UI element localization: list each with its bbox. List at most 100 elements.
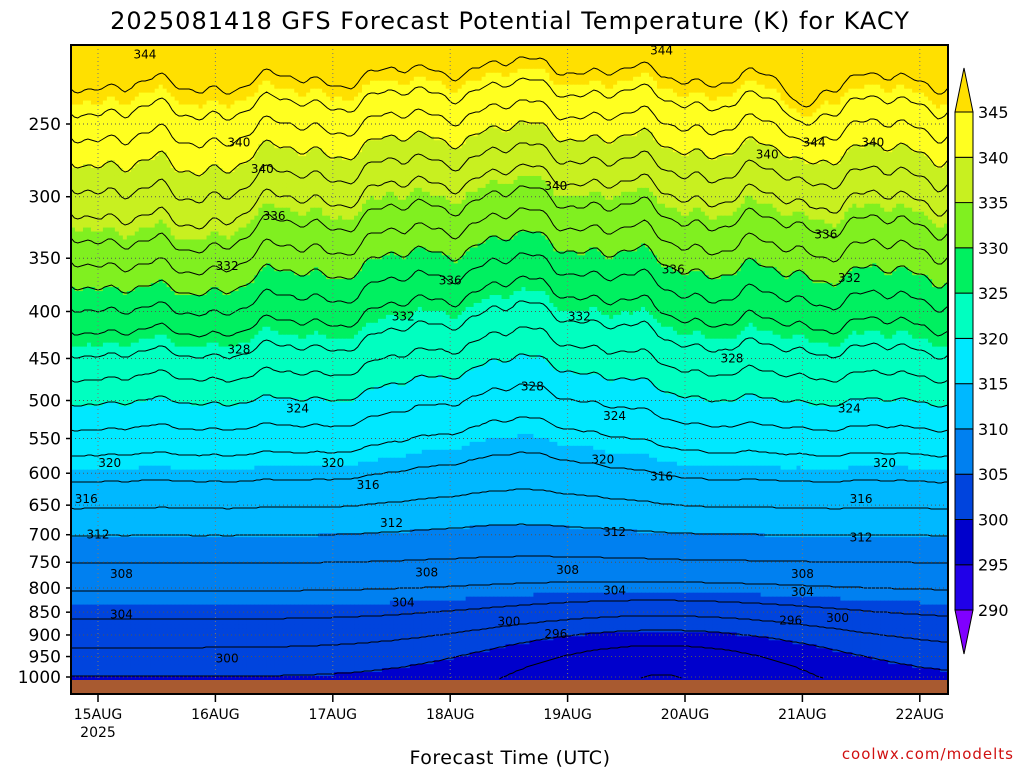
contour-label: 320 [873,456,896,470]
colorbar-extend-bottom [954,609,974,655]
colorbar-segment [954,473,974,521]
y-tick-label: 850 [29,603,61,623]
y-tick-label: 900 [29,626,61,646]
y-tick-label: 500 [29,392,61,412]
contour-label: 300 [826,611,849,625]
contour-label: 336 [439,273,462,287]
y-tick-label: 250 [29,115,61,135]
contour-label: 340 [227,136,250,150]
contour-label: 332 [392,309,415,323]
contour-label: 316 [75,492,98,506]
x-tick-label: 16AUG [191,707,240,723]
y-tick-label: 1000 [18,668,61,688]
contour-label: 312 [603,525,626,539]
contour-label: 340 [861,136,884,150]
x-tick-label: 19AUG [543,707,592,723]
colorbar-segment [954,247,974,294]
colorbar-segment [954,383,974,430]
contour-label: 312 [850,531,873,545]
contour-label: 304 [791,585,814,599]
colorbar: 290 295 300 305 310 315 320 325 330 335 340 345 [954,67,1009,655]
y-tick-label: 550 [29,430,61,450]
contour-label: 308 [415,566,438,580]
contour-label: 332 [216,259,239,273]
contour-label: 300 [216,652,239,666]
colorbar-segment [954,292,974,339]
colorbar-segment [954,156,974,204]
contour-label: 336 [263,209,286,223]
x-tick-label: 15AUG [74,707,123,723]
contour-label: 320 [321,456,344,470]
potential-temperature-field [71,45,948,680]
colorbar-label: 305 [978,465,1009,484]
contour-label: 336 [662,262,685,276]
x-axis-label: Forecast Time (UTC) [410,747,611,768]
y-tick-label: 800 [29,579,61,599]
colorbar-segment [954,564,974,611]
contour-label: 344 [803,136,826,150]
contour-label: 304 [392,596,415,610]
colorbar-label: 335 [978,194,1009,213]
y-tick-label: 700 [29,526,61,546]
x-tick-year: 2025 [80,725,116,741]
y-tick-label: 750 [29,553,61,573]
x-axis: 15AUG 16AUG 17AUG 18AUG 19AUG 20AUG 21AUG 22AUG [74,694,944,723]
contour-label: 344 [134,47,157,61]
contour-label: 308 [110,567,133,581]
contour-label: 328 [721,351,744,365]
x-tick-label: 20AUG [661,707,710,723]
contour-label: 316 [650,470,673,484]
y-tick-label: 950 [29,648,61,668]
contour-label: 328 [521,380,544,394]
x-tick-label: 22AUG [896,707,945,723]
y-tick-label: 650 [29,496,61,516]
ground-strip [71,680,948,694]
contour-labels: 344 3443443403403403403403363363363363323… [75,44,896,666]
colorbar-label: 295 [978,556,1009,575]
contour-label: 296 [544,627,567,641]
contour-label: 300 [497,614,520,628]
colorbar-segment [954,519,974,566]
y-axis: 250 300 350 400 450 500 550 600 650 700 750 800 850 9… [18,115,71,688]
contour-label: 296 [779,614,802,628]
contour-label: 328 [227,343,250,357]
y-tick-label: 450 [29,349,61,369]
contour-lines [71,56,948,680]
contour-label: 324 [603,409,626,423]
colorbar-label: 320 [978,329,1009,348]
contour-label: 340 [756,148,779,162]
chart-title: 2025081418 GFS Forecast Potential Temper… [110,7,910,35]
colorbar-label: 315 [978,375,1009,394]
colorbar-label: 300 [978,510,1009,529]
credit-text: coolwx.com/modelts [842,745,1014,763]
colorbar-extend-top [954,67,974,113]
x-tick-label: 18AUG [426,707,475,723]
colorbar-label: 340 [978,148,1009,167]
contour-label: 304 [603,583,626,597]
plot-frame [70,44,949,695]
contour-label: 308 [791,567,814,581]
x-tick-label: 21AUG [778,707,827,723]
colorbar-segment [954,111,974,158]
colorbar-segment [954,202,974,249]
y-tick-label: 600 [29,464,61,484]
contour-label: 340 [544,179,567,193]
contour-label: 316 [357,478,380,492]
contour-label: 324 [286,401,309,415]
colorbar-label: 290 [978,601,1009,620]
contour-label: 312 [87,528,110,542]
x-tick-label: 17AUG [309,707,358,723]
contour-label: 320 [591,453,614,467]
contour-label: 320 [98,456,121,470]
contour-label: 332 [568,309,591,323]
colorbar-label: 345 [978,103,1009,122]
contour-label: 324 [838,401,861,415]
colorbar-label: 310 [978,420,1009,439]
contour-label: 312 [380,516,403,530]
contour-label: 332 [838,271,861,285]
colorbar-segment [954,337,974,385]
contour-label: 340 [251,162,274,176]
contour-label: 316 [850,492,873,506]
contour-label: 336 [814,228,837,242]
